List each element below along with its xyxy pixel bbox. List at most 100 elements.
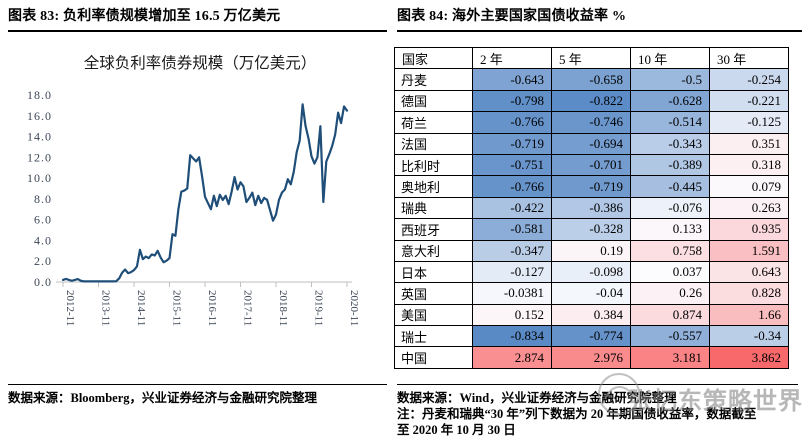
source-text-left: 数据来源：Bloomberg，兴业证券经济与金融研究院整理 bbox=[8, 391, 318, 405]
yield-value-cell: 1.591 bbox=[709, 239, 789, 262]
country-cell: 意大利 bbox=[394, 239, 473, 262]
watermark-text: 张忆东策略世界 bbox=[628, 389, 802, 415]
x-tick-label: 2015-11 bbox=[171, 290, 183, 326]
table-header-cell: 5 年 bbox=[551, 46, 631, 70]
yield-value-cell: -0.347 bbox=[472, 239, 552, 262]
x-tick-label: 2013-11 bbox=[100, 290, 112, 326]
watermark-logo-icon bbox=[598, 373, 640, 415]
yield-value-cell: -0.328 bbox=[551, 218, 631, 241]
yield-value-cell: -0.774 bbox=[551, 325, 631, 348]
yield-value-cell: -0.098 bbox=[551, 260, 631, 284]
yield-value-cell: 0.758 bbox=[630, 239, 710, 262]
yield-value-cell: -0.628 bbox=[630, 89, 710, 113]
yield-value-cell: 3.181 bbox=[630, 346, 710, 369]
country-cell: 英国 bbox=[394, 282, 473, 305]
table-header-cell: 国家 bbox=[394, 46, 473, 70]
y-tick-label: 10.0 bbox=[27, 171, 52, 185]
yield-value-cell: -0.04 bbox=[551, 282, 631, 305]
x-tick-label: 2019-11 bbox=[313, 290, 325, 326]
table-row: 美国 0.152 0.384 0.874 1.66 bbox=[394, 303, 789, 327]
country-cell: 日本 bbox=[394, 260, 473, 284]
yield-value-cell: -0.766 bbox=[472, 111, 552, 134]
table-row: 奥地利 -0.766 -0.719 -0.445 0.079 bbox=[394, 175, 789, 198]
yield-value-cell: -0.746 bbox=[551, 111, 631, 134]
yield-value-cell: -0.658 bbox=[551, 68, 631, 91]
yield-value-cell: 0.351 bbox=[709, 132, 789, 155]
yield-value-cell: 0.828 bbox=[709, 282, 789, 305]
yield-value-cell: -0.822 bbox=[551, 89, 631, 113]
yield-value-cell: -0.557 bbox=[630, 325, 710, 348]
table-header-cell: 10 年 bbox=[630, 46, 710, 70]
yield-value-cell: -0.254 bbox=[709, 68, 789, 91]
yield-value-cell: -0.719 bbox=[551, 175, 631, 198]
yield-value-cell: -0.386 bbox=[551, 196, 631, 220]
y-tick-label: 8.0 bbox=[34, 192, 52, 206]
table-note-line2: 至 2020 年 10 月 30 日 bbox=[397, 423, 516, 437]
yield-value-cell: 0.263 bbox=[709, 196, 789, 220]
country-cell: 瑞典 bbox=[394, 196, 473, 220]
country-cell: 德国 bbox=[394, 89, 473, 113]
table-row: 德国 -0.798 -0.822 -0.628 -0.221 bbox=[394, 89, 789, 113]
x-tick-label: 2014-11 bbox=[135, 290, 147, 326]
country-cell: 中国 bbox=[394, 346, 473, 369]
figure-83-title: 图表 83: 负利率债规模增加至 16.5 万亿美元 bbox=[8, 5, 387, 32]
yield-value-cell: -0.694 bbox=[551, 132, 631, 155]
yield-value-cell: -0.751 bbox=[472, 153, 552, 177]
yield-value-cell: 0.152 bbox=[472, 303, 552, 327]
yield-value-cell: 1.66 bbox=[709, 303, 789, 327]
yield-value-cell: 0.133 bbox=[630, 218, 710, 241]
figure-84-title: 图表 84: 海外主要国家国债收益率 % bbox=[397, 5, 802, 32]
y-tick-label: 14.0 bbox=[27, 130, 52, 144]
yield-value-cell: 0.935 bbox=[709, 218, 789, 241]
yield-value-cell: -0.701 bbox=[551, 153, 631, 177]
y-tick-label: 12.0 bbox=[27, 150, 52, 164]
table-row: 日本 -0.127 -0.098 0.037 0.643 bbox=[394, 260, 789, 284]
chart-canvas: 全球负利率债券规模（万亿美元） 18.0 16.0 14.0 12.0 10.0 8.0 6… bbox=[27, 54, 360, 326]
y-axis-labels: 18.0 16.0 14.0 12.0 10.0 8.0 6.0 4.0 2.0 0.0 bbox=[27, 88, 52, 289]
watermark: 张忆东策略世界 bbox=[596, 369, 802, 423]
yield-value-cell: 0.26 bbox=[630, 282, 710, 305]
y-tick-label: 16.0 bbox=[27, 109, 52, 123]
yield-value-cell: -0.076 bbox=[630, 196, 710, 220]
yield-value-cell: 0.874 bbox=[630, 303, 710, 327]
table-note-line1: 注：丹麦和瑞典“30 年”列下数据为 20 年期国债收益率，数据截至 bbox=[397, 407, 757, 421]
table-row: 丹麦 -0.643 -0.658 -0.5 -0.254 bbox=[394, 68, 789, 91]
yield-value-cell: -0.389 bbox=[630, 153, 710, 177]
x-tick-label: 2012-11 bbox=[64, 290, 76, 326]
x-tick-label: 2018-11 bbox=[277, 290, 289, 326]
yield-value-cell: 0.079 bbox=[709, 175, 789, 198]
table-row: 西班牙 -0.581 -0.328 0.133 0.935 bbox=[394, 218, 789, 241]
y-tick-label: 4.0 bbox=[34, 233, 52, 247]
table-header-cell: 30 年 bbox=[709, 46, 789, 70]
yield-value-cell: 0.037 bbox=[630, 260, 710, 284]
yield-value-cell: 0.19 bbox=[551, 239, 631, 262]
table-row: 荷兰 -0.766 -0.746 -0.514 -0.125 bbox=[394, 111, 789, 134]
yield-value-cell: -0.445 bbox=[630, 175, 710, 198]
negative-yield-bond-chart: 全球负利率债券规模（万亿美元） 18.0 16.0 14.0 12.0 10.0 8.0 6… bbox=[0, 36, 390, 384]
table-row: 瑞士 -0.834 -0.774 -0.557 -0.34 bbox=[394, 325, 789, 348]
yield-value-cell: 3.862 bbox=[709, 346, 789, 369]
yield-value-cell: -0.0381 bbox=[472, 282, 552, 305]
country-cell: 奥地利 bbox=[394, 175, 473, 198]
yield-value-cell: 2.874 bbox=[472, 346, 552, 369]
country-cell: 丹麦 bbox=[394, 68, 473, 91]
chart-title: 全球负利率债券规模（万亿美元） bbox=[84, 54, 317, 72]
table-row: 瑞典 -0.422 -0.386 -0.076 0.263 bbox=[394, 196, 789, 220]
yield-value-cell: -0.719 bbox=[472, 132, 552, 155]
x-axis-labels: 2012-11 2013-11 2014-11 2015-11 2016-11 2017-… bbox=[64, 290, 360, 326]
yield-value-cell: -0.422 bbox=[472, 196, 552, 220]
yield-value-cell: -0.125 bbox=[709, 111, 789, 134]
country-cell: 瑞士 bbox=[394, 325, 473, 348]
table-row: 中国 2.874 2.976 3.181 3.862 bbox=[394, 346, 789, 369]
yield-value-cell: -0.5 bbox=[630, 68, 710, 91]
yield-value-cell: 2.976 bbox=[551, 346, 631, 369]
table-row: 英国 -0.0381 -0.04 0.26 0.828 bbox=[394, 282, 789, 305]
country-cell: 荷兰 bbox=[394, 111, 473, 134]
x-axis bbox=[56, 281, 352, 287]
yield-value-cell: 0.384 bbox=[551, 303, 631, 327]
yield-value-cell: -0.127 bbox=[472, 260, 552, 284]
country-cell: 美国 bbox=[394, 303, 473, 327]
